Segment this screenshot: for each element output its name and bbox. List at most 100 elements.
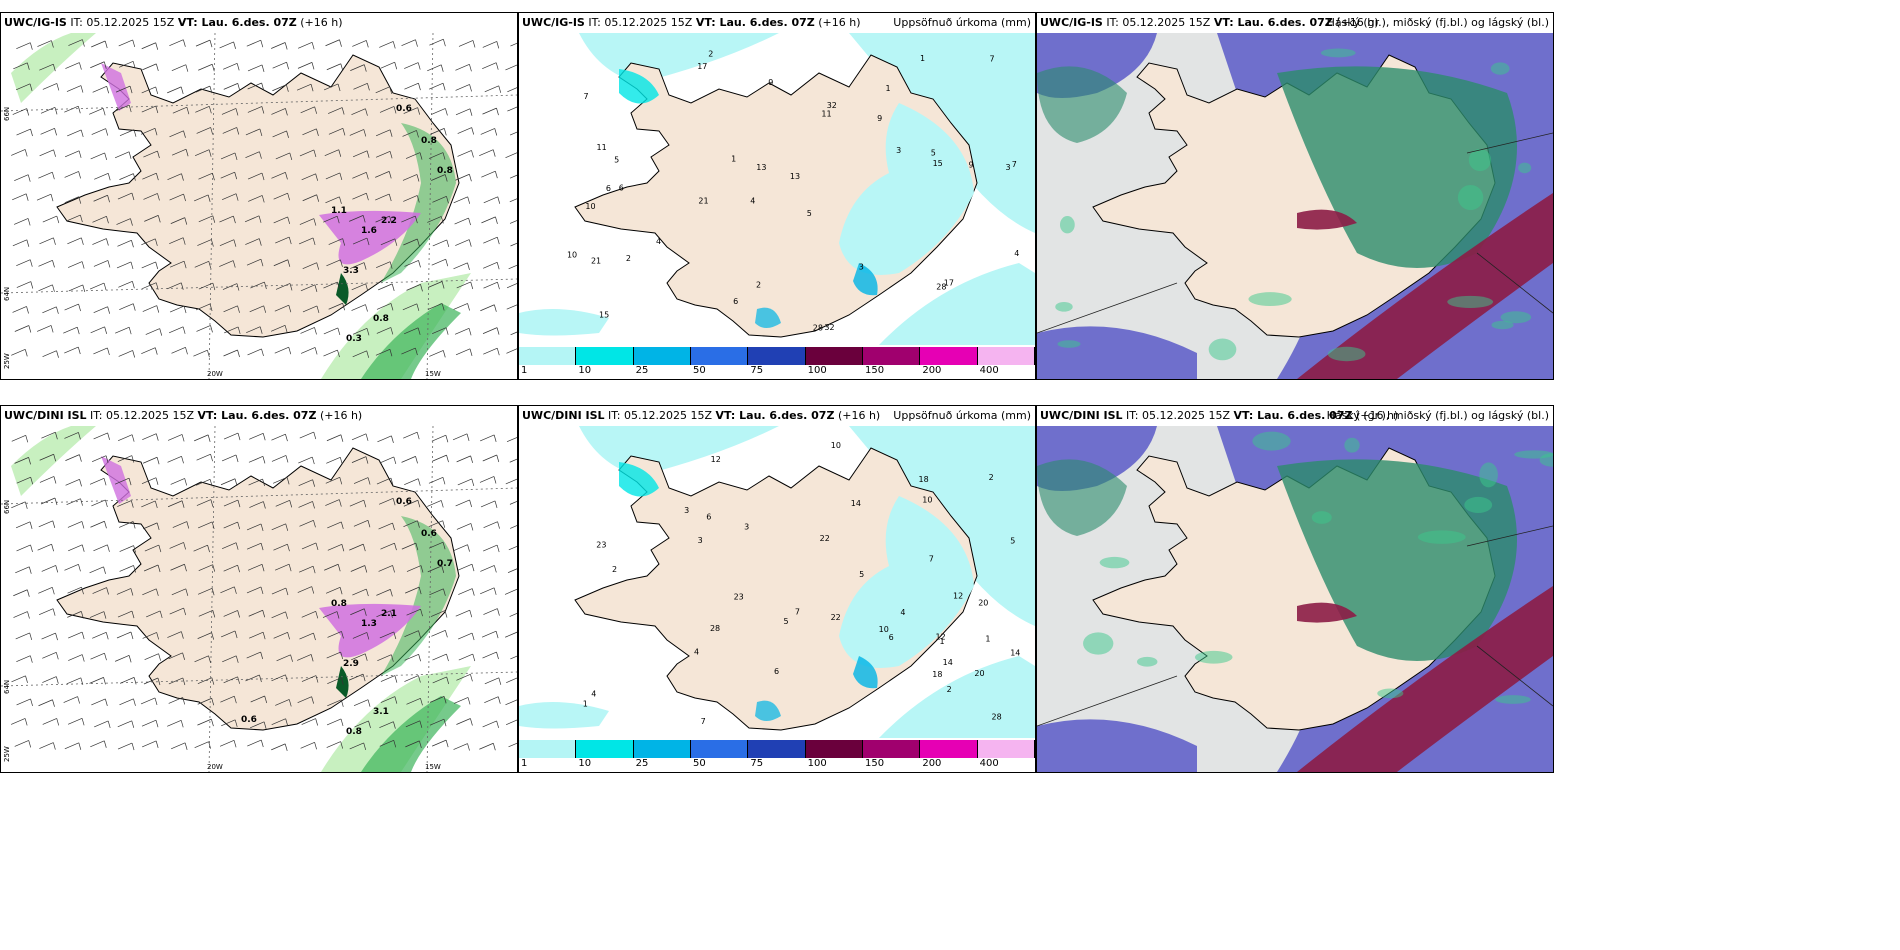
wind-barb [141, 105, 159, 114]
wind-barb [37, 40, 54, 48]
wind-barb [429, 350, 446, 358]
wind-barb [247, 172, 265, 181]
panel-header: UWC/DINI ISL IT: 05.12.2025 15Z VT: Lau.… [519, 406, 1035, 426]
wind-barb [328, 302, 345, 311]
wind-barb [42, 718, 60, 726]
wind-barb [16, 42, 33, 50]
map-precip-wind: 66N 64N 25W 20W 15W 0.6 0.6 0.7 0.8 1.3 2.1 2.9 3.1 0… [1, 426, 517, 772]
wind-barb [510, 242, 517, 247]
wind-barb [198, 564, 216, 572]
wind-barb [171, 588, 189, 596]
accum-value-label: 18 [932, 670, 942, 679]
snow-area [319, 603, 421, 658]
wind-barb [170, 217, 188, 225]
wind-barb [39, 453, 57, 462]
border-line [1476, 645, 1553, 707]
precip-area [381, 123, 456, 283]
wind-barb [452, 433, 470, 441]
cloud-red-area [1297, 586, 1553, 772]
accum-value-label: 28 [813, 324, 823, 333]
low-cloud [1495, 695, 1531, 704]
wind-barb [404, 630, 421, 638]
accum-value-label: 32 [824, 323, 834, 332]
wind-barb [431, 108, 448, 116]
wind-barb [455, 108, 473, 116]
wind-barb [274, 563, 292, 572]
wind-barb [271, 587, 289, 596]
panel-accum-precip-row2: UWC/DINI ISL IT: 05.12.2025 15Z VT: Lau.… [518, 405, 1036, 773]
wind-barb [38, 260, 55, 268]
wind-barb [223, 499, 241, 508]
accum-value-label: 9 [877, 114, 882, 123]
wind-barb [432, 739, 449, 748]
lead-time: (+16 h) [1336, 16, 1379, 29]
wind-barb [380, 696, 398, 704]
snow-area [101, 63, 131, 111]
wind-barb [142, 456, 160, 465]
wind-barb [41, 565, 59, 573]
wind-barb [270, 324, 288, 333]
accum-value-label: 6 [774, 667, 779, 676]
accum-value-label: 23 [734, 593, 744, 602]
wind-barb [406, 565, 424, 573]
wind-barb [297, 586, 315, 594]
accum-value-label: 14 [1010, 648, 1020, 657]
border-line [1037, 282, 1178, 334]
wind-barb [90, 520, 107, 529]
accum-value-label: 9 [768, 78, 773, 87]
wind-barb [482, 454, 500, 463]
colorbar-tick-label: 200 [922, 365, 942, 376]
colorbar-swatch [977, 347, 1035, 365]
wind-barb [93, 194, 110, 203]
wind-barb [245, 151, 262, 159]
wind-barb [375, 215, 392, 224]
wind-barb [89, 108, 106, 116]
wind-barb [328, 107, 345, 115]
wind-barb [39, 149, 56, 157]
wind-barb [15, 521, 33, 529]
wind-barb [405, 740, 422, 748]
accum-value-label: 10 [567, 250, 577, 259]
panel-clouds-row2: UWC/DINI ISL IT: 05.12.2025 15Z VT: Lau.… [1036, 405, 1554, 773]
wind-barb [219, 215, 236, 224]
wind-barb [92, 85, 109, 94]
low-cloud [1344, 437, 1360, 453]
wind-barb [324, 563, 341, 572]
wind-barb [169, 193, 186, 202]
wind-barb [457, 563, 475, 572]
wind-barb [91, 128, 109, 136]
wind-barb [427, 565, 445, 573]
wind-barb [380, 542, 397, 551]
init-time: IT: 05.12.2025 15Z [608, 409, 713, 422]
accum-value-label: 4 [750, 197, 755, 206]
wind-barb [427, 64, 444, 72]
wind-barb [509, 131, 517, 136]
wind-barb [454, 327, 472, 336]
wind-barb [322, 611, 340, 619]
accum-area [619, 69, 659, 104]
wind-barb [141, 86, 159, 95]
model-name: UWC/DINI ISL [4, 409, 87, 422]
wind-barb [507, 106, 517, 112]
lon-label: 20W [207, 370, 223, 378]
model-name: UWC/IG-IS [522, 16, 585, 29]
wind-barb [431, 258, 449, 267]
wind-barb [377, 435, 394, 443]
wind-barb [171, 64, 189, 72]
wind-barb [427, 500, 444, 508]
wind-barb [246, 651, 264, 660]
wind-barb [140, 697, 158, 706]
wind-barb [404, 675, 421, 683]
low-cloud [1327, 346, 1366, 362]
wind-barb [16, 476, 34, 485]
wind-barb [12, 239, 30, 247]
wind-barb [142, 305, 160, 313]
wind-barb [144, 544, 162, 553]
wind-barb [168, 697, 186, 705]
precip-value-label: 2.1 [381, 609, 397, 619]
panel-precip-wind-row2: UWC/DINI ISL IT: 05.12.2025 15Z VT: Lau.… [0, 405, 518, 773]
accum-value-label: 1 [940, 637, 945, 646]
wind-barb [14, 325, 32, 333]
wind-barb [195, 85, 213, 94]
wind-barb [455, 348, 473, 356]
